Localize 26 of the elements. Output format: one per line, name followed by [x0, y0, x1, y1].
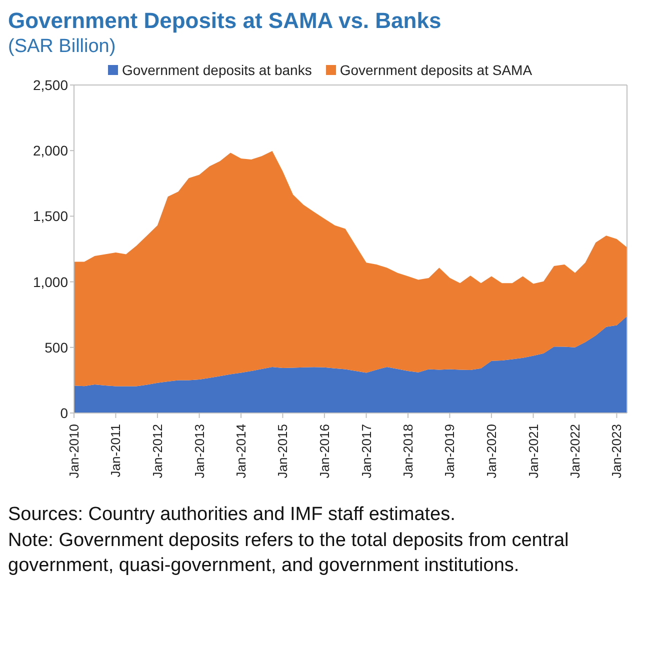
- x-tick-label: Jan-2017: [358, 424, 374, 478]
- y-tick-label: 500: [44, 339, 68, 356]
- x-tick-label: Jan-2014: [233, 424, 248, 478]
- legend-label: Government deposits at banks: [122, 62, 312, 78]
- x-tick-label: Jan-2018: [400, 424, 416, 478]
- y-tick-label: 1,000: [32, 274, 68, 290]
- y-tick-label: 2,000: [32, 142, 68, 159]
- x-tick-label: Jan-2020: [484, 424, 499, 478]
- x-tick-label: Jan-2010: [66, 424, 82, 478]
- y-tick-label: 2,500: [32, 76, 68, 93]
- x-tick-label: Jan-2013: [192, 424, 207, 478]
- chart-title: Government Deposits at SAMA vs. Banks: [8, 8, 442, 34]
- y-tick-label: 1,500: [32, 208, 68, 224]
- chart-subtitle: (SAR Billion): [8, 36, 117, 58]
- x-tick-label: Jan-2019: [442, 424, 458, 478]
- x-tick-label: Jan-2012: [150, 424, 165, 478]
- source-note: Sources: Country authorities and IMF staff estimates.: [8, 503, 456, 527]
- x-tick-label: Jan-2023: [609, 424, 624, 478]
- x-tick-label: Jan-2016: [316, 424, 332, 478]
- x-tick-label: Jan-2022: [567, 424, 582, 478]
- x-tick-label: Jan-2021: [526, 424, 541, 478]
- y-tick-label: 0: [60, 404, 68, 421]
- text: Note: Government deposits refers to the total deposits from central government, quasi-government, and government institutions.: [8, 528, 570, 578]
- x-tick-label: Jan-2015: [275, 424, 290, 478]
- x-tick-label: Jan-2011: [108, 424, 124, 478]
- legend-label: Government deposits at SAMA: [340, 62, 532, 78]
